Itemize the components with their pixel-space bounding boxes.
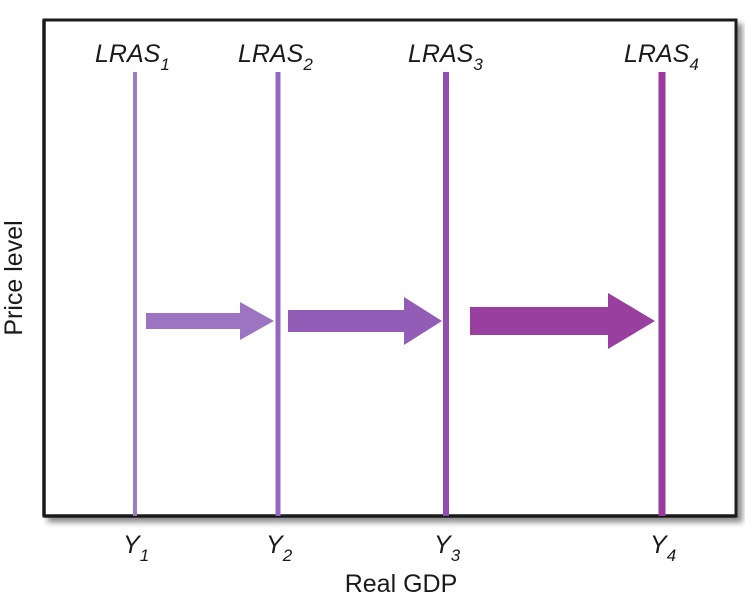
shift-arrow-2 — [288, 297, 442, 345]
x-axis-title: Real GDP — [345, 570, 458, 598]
lras-1-label: LRAS1 — [95, 40, 170, 74]
y3-tick-label: Y3 — [434, 531, 461, 565]
y4-tick-label: Y4 — [650, 531, 676, 565]
shift-arrow-3 — [470, 293, 655, 349]
shift-arrow-1 — [146, 302, 274, 340]
y1-tick-label: Y1 — [123, 531, 149, 565]
lras-4-label: LRAS4 — [624, 40, 699, 74]
lras-2-label: LRAS2 — [238, 40, 313, 74]
plot-panel — [42, 18, 738, 518]
y-axis-title: Price level — [0, 220, 28, 335]
lras-3-label: LRAS3 — [408, 40, 483, 74]
y2-tick-label: Y2 — [266, 531, 293, 565]
